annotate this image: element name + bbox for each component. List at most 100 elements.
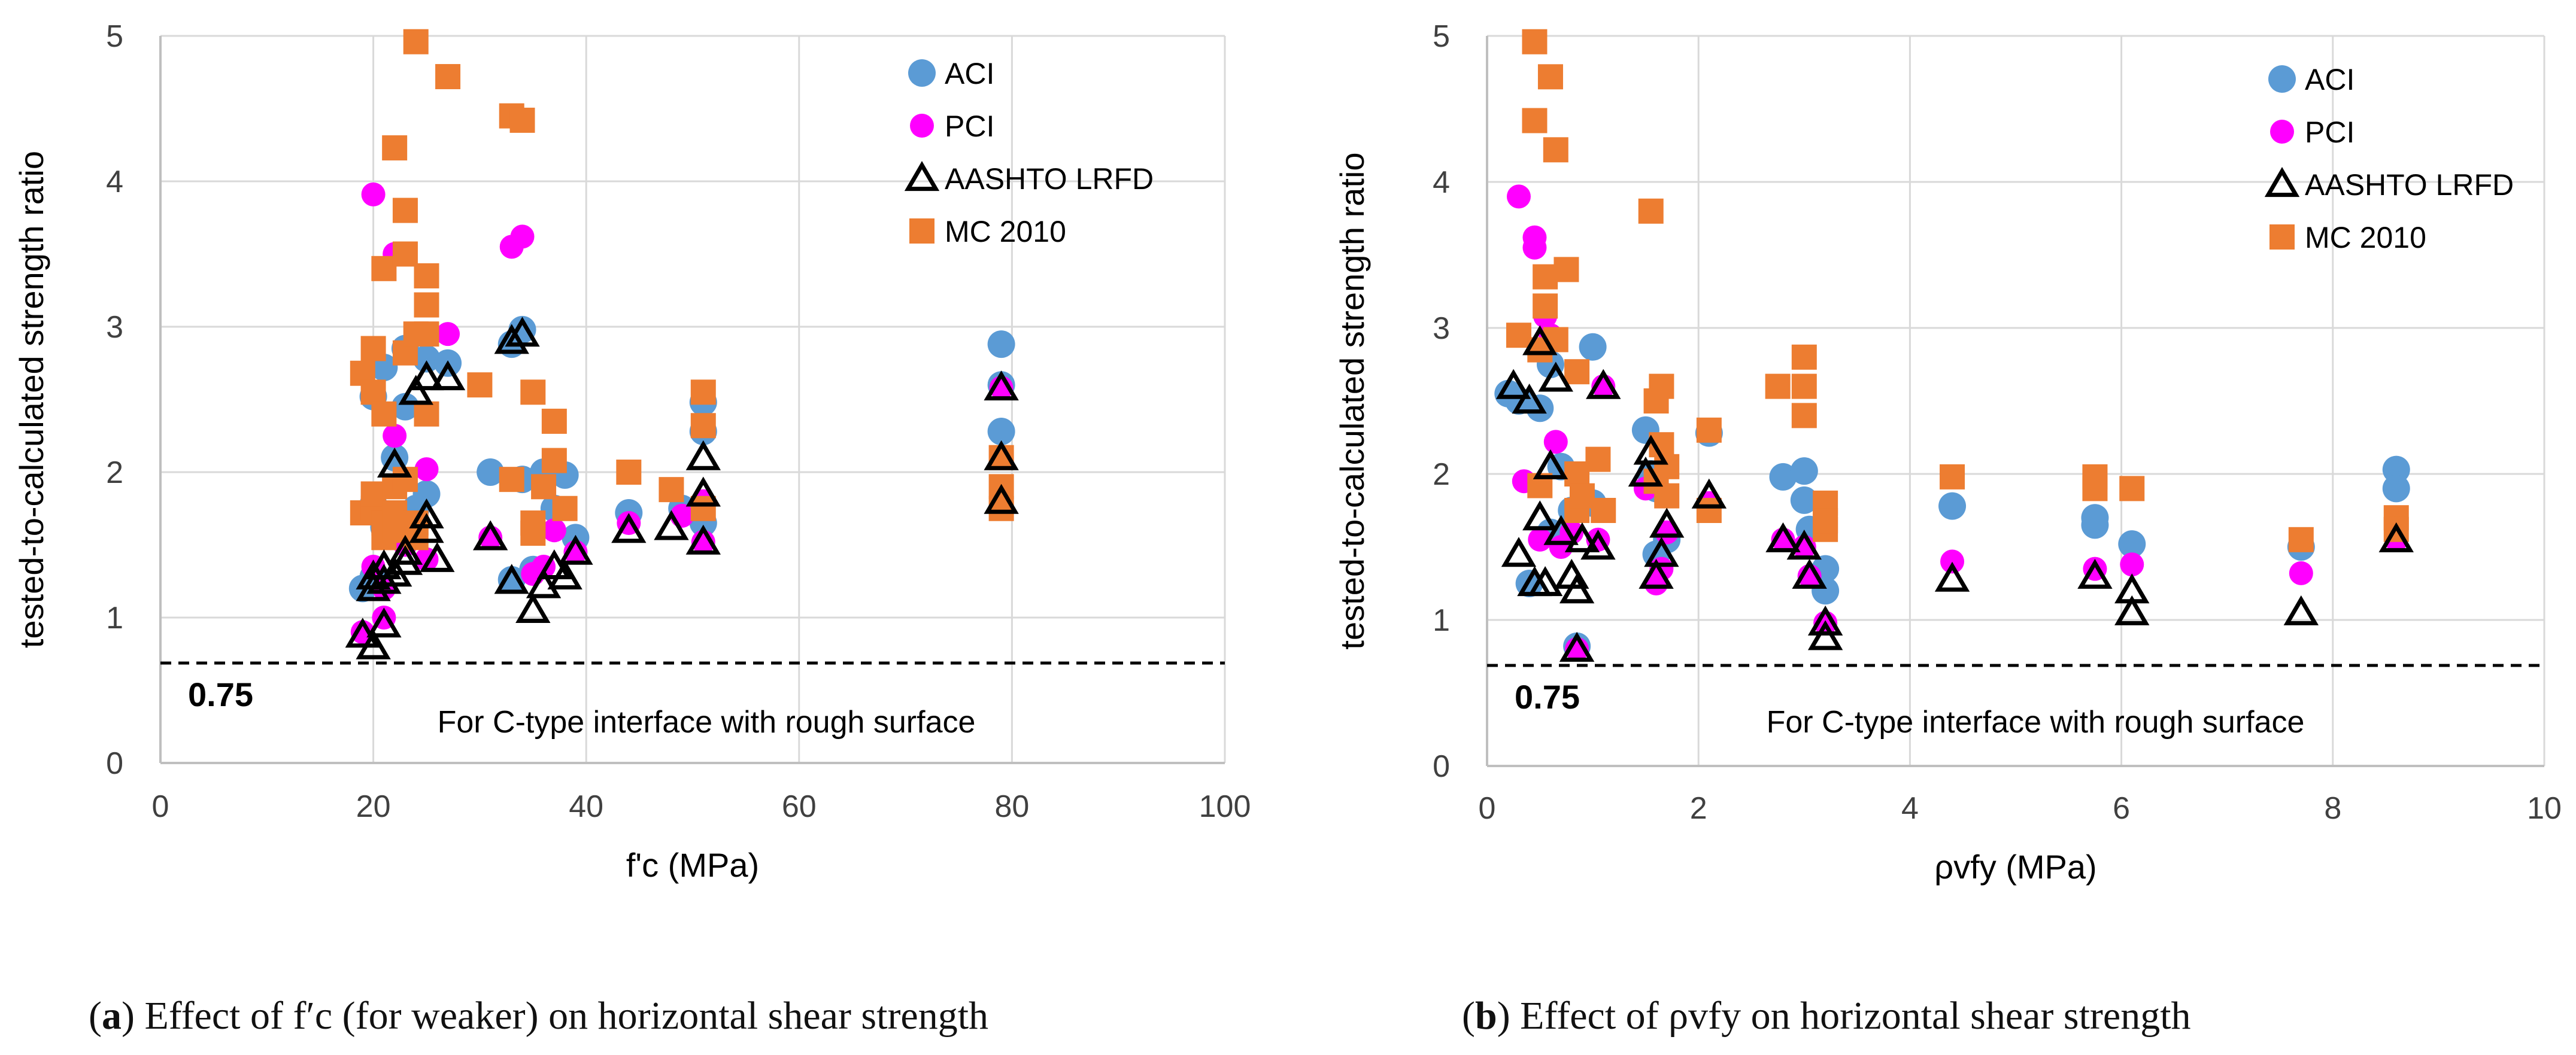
y-axis-title: tested-to-calculated strength ratio bbox=[1333, 152, 1371, 649]
chart-panel-b: 0 2 4 6 8 10 0 1 2 3 4 5 tested-to-calculated streng… bbox=[1333, 19, 2562, 886]
annotation-text: For C-type interface with rough surface bbox=[1767, 705, 2305, 740]
data-point bbox=[414, 321, 439, 347]
data-point bbox=[1569, 483, 1595, 509]
x-tick-label: 0 bbox=[1479, 791, 1496, 826]
data-point bbox=[520, 521, 546, 546]
data-point bbox=[371, 401, 397, 427]
data-point bbox=[654, 510, 689, 540]
data-point bbox=[1813, 508, 1838, 534]
data-point bbox=[1564, 522, 1600, 552]
legend-label: PCI bbox=[2305, 115, 2354, 149]
data-point bbox=[1649, 373, 1674, 399]
data-point bbox=[1940, 549, 1965, 574]
data-point bbox=[2081, 504, 2109, 532]
data-point bbox=[1696, 498, 1722, 523]
y-tick-label: 5 bbox=[106, 19, 123, 54]
legend-marker bbox=[904, 161, 940, 191]
x-axis-title: ρvfy (MPa) bbox=[1934, 848, 2096, 886]
x-tick-label: 20 bbox=[356, 789, 391, 824]
data-point bbox=[2382, 475, 2410, 503]
gridlines bbox=[160, 35, 1226, 763]
data-point bbox=[984, 370, 1019, 401]
data-point bbox=[409, 513, 444, 543]
data-point bbox=[1654, 483, 1680, 509]
series-aashto-lrfd bbox=[345, 317, 1019, 659]
y-axis-title: tested-to-calculated strength ratio bbox=[13, 151, 50, 648]
data-point bbox=[541, 408, 567, 434]
legend: ACI PCI AASHTO LRFD MC 2010 bbox=[904, 57, 1154, 248]
data-point bbox=[1559, 573, 1595, 604]
data-point bbox=[685, 524, 721, 555]
legend-marker bbox=[2269, 224, 2295, 250]
legend-marker bbox=[2270, 120, 2294, 144]
data-point bbox=[1691, 478, 1727, 509]
data-point bbox=[1501, 537, 1537, 567]
data-point bbox=[536, 549, 572, 580]
data-point bbox=[1807, 605, 1843, 636]
data-point bbox=[366, 607, 402, 638]
data-point bbox=[409, 498, 444, 528]
data-point bbox=[494, 324, 529, 354]
data-point bbox=[1940, 464, 1965, 490]
chart-panel-a: 0 20 40 60 80 100 0 1 2 3 4 5 tested-to-calculated s… bbox=[13, 19, 1251, 884]
data-point bbox=[1564, 359, 1590, 385]
data-point bbox=[391, 393, 419, 421]
y-tick-label: 1 bbox=[106, 601, 123, 636]
data-point bbox=[616, 460, 642, 485]
y-tick-label: 2 bbox=[106, 455, 123, 490]
data-point bbox=[1792, 558, 1827, 589]
data-point bbox=[547, 560, 582, 590]
data-point bbox=[360, 336, 386, 361]
data-point bbox=[1528, 527, 1552, 552]
data-point bbox=[1644, 537, 1679, 567]
data-point bbox=[356, 629, 391, 659]
data-point bbox=[987, 417, 1015, 445]
data-point bbox=[2077, 558, 2113, 589]
data-point bbox=[2114, 595, 2150, 625]
data-point bbox=[685, 440, 721, 470]
data-point bbox=[1591, 498, 1616, 523]
data-point bbox=[414, 263, 439, 288]
data-point bbox=[2283, 595, 2319, 625]
y-tick-label: 1 bbox=[1433, 603, 1450, 638]
legend-marker bbox=[2264, 167, 2300, 197]
data-point bbox=[1543, 515, 1579, 545]
data-point bbox=[435, 64, 461, 90]
data-point bbox=[2119, 476, 2145, 501]
x-tick-label: 6 bbox=[2113, 791, 2130, 826]
y-tick-label: 4 bbox=[106, 165, 123, 199]
data-point bbox=[360, 379, 386, 405]
data-point bbox=[477, 458, 505, 486]
data-point bbox=[392, 241, 418, 267]
data-point bbox=[1533, 264, 1558, 290]
data-point bbox=[2382, 455, 2410, 484]
data-point bbox=[366, 564, 402, 594]
data-point bbox=[2120, 552, 2144, 577]
caption-a: (a) Effect of f′c (for weaker) on horizo… bbox=[89, 994, 989, 1038]
data-point bbox=[1522, 235, 1547, 260]
x-tick-label: 8 bbox=[2324, 791, 2341, 826]
data-point bbox=[1633, 434, 1668, 465]
data-point bbox=[1765, 522, 1801, 552]
data-point bbox=[1790, 457, 1818, 485]
data-point bbox=[520, 379, 546, 405]
legend-marker bbox=[909, 218, 934, 244]
data-point bbox=[420, 542, 455, 572]
legend-label: AASHTO LRFD bbox=[945, 162, 1154, 196]
data-point bbox=[436, 322, 460, 346]
data-point bbox=[2082, 476, 2108, 501]
x-tick-label: 40 bbox=[569, 789, 603, 824]
data-point bbox=[1522, 29, 1548, 54]
data-point bbox=[987, 330, 1015, 358]
data-point bbox=[382, 135, 408, 161]
legend-marker bbox=[2268, 65, 2296, 93]
x-tick-label: 4 bbox=[1901, 791, 1919, 826]
data-point bbox=[414, 457, 439, 482]
data-point bbox=[611, 513, 647, 543]
data-point bbox=[467, 372, 493, 398]
data-point bbox=[387, 534, 423, 565]
series-pci bbox=[350, 182, 1014, 644]
data-point bbox=[1506, 184, 1531, 209]
legend-marker bbox=[910, 114, 934, 138]
data-point bbox=[360, 481, 386, 507]
